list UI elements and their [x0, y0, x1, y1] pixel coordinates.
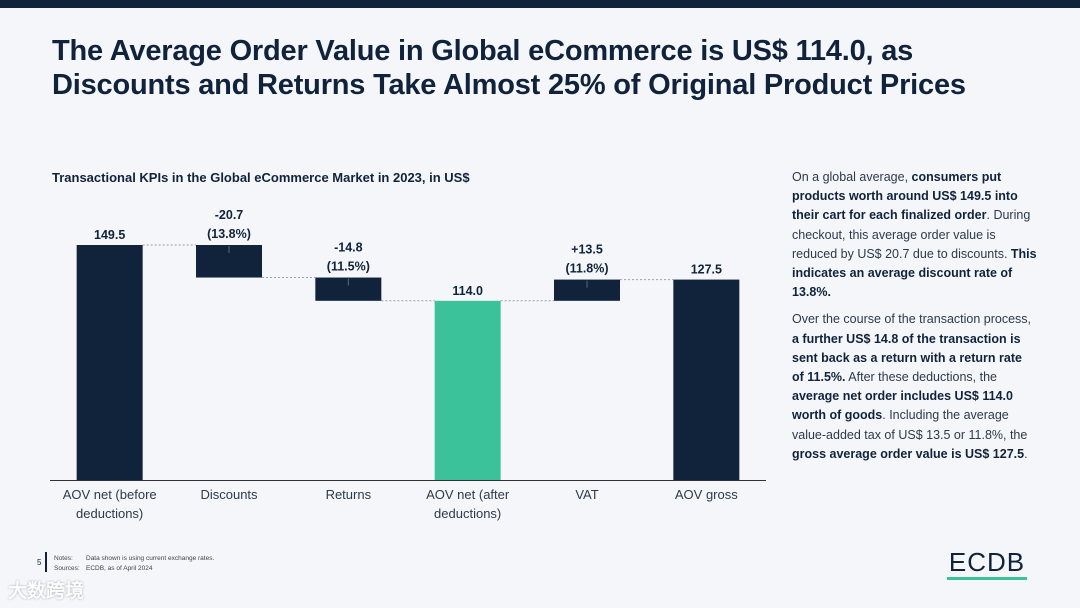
category-label: Discounts [200, 487, 258, 502]
page-number: 5 [37, 558, 42, 567]
value-label: -20.7 [215, 208, 244, 222]
category-label: AOV gross [675, 487, 738, 502]
value-label: 149.5 [94, 228, 125, 242]
sources-text: ECDB, as of April 2024 [86, 565, 153, 572]
category-label: deductions) [76, 506, 143, 521]
chart-title: Transactional KPIs in the Global eCommer… [52, 170, 470, 185]
category-label: Returns [326, 487, 372, 502]
notes-label: Notes: [54, 555, 73, 562]
category-label: deductions) [434, 506, 501, 521]
notes-text: Data shown is using current exchange rat… [86, 555, 215, 562]
value-label: -14.8 [334, 241, 363, 255]
value-label: 114.0 [452, 284, 483, 298]
footer-notes: Notes: Data shown is using current exchan… [54, 554, 214, 574]
waterfall-chart: 149.5 AOV net (before deductions) -20.7 (13.… [50, 208, 766, 521]
top-bar [0, 0, 1080, 8]
page-title: The Average Order Value in Global eComme… [52, 35, 966, 101]
bar-2 [315, 277, 382, 301]
ecdb-logo: ECDB [947, 548, 1027, 580]
sources-label: Sources: [54, 565, 80, 572]
pct-label: (13.8%) [207, 227, 251, 241]
bar-3 [434, 300, 501, 480]
category-label: AOV net (before [63, 487, 157, 502]
pct-label: (11.5%) [327, 260, 370, 274]
watermark: 大数跨境 [8, 581, 85, 602]
category-label: VAT [575, 487, 598, 502]
footer-divider [45, 552, 47, 572]
bar-0 [76, 245, 143, 480]
pct-label: (11.8%) [565, 262, 608, 276]
side-commentary: On a global average, consumers put produ… [792, 168, 1037, 472]
side-paragraph-1: On a global average, consumers put produ… [792, 170, 1037, 300]
value-label: +13.5 [571, 243, 603, 257]
bar-4 [554, 279, 620, 301]
side-paragraph-2: Over the course of the transaction proce… [792, 312, 1032, 461]
value-label: 127.5 [691, 263, 722, 277]
bar-5 [673, 279, 740, 480]
category-label: AOV net (after [426, 487, 510, 502]
